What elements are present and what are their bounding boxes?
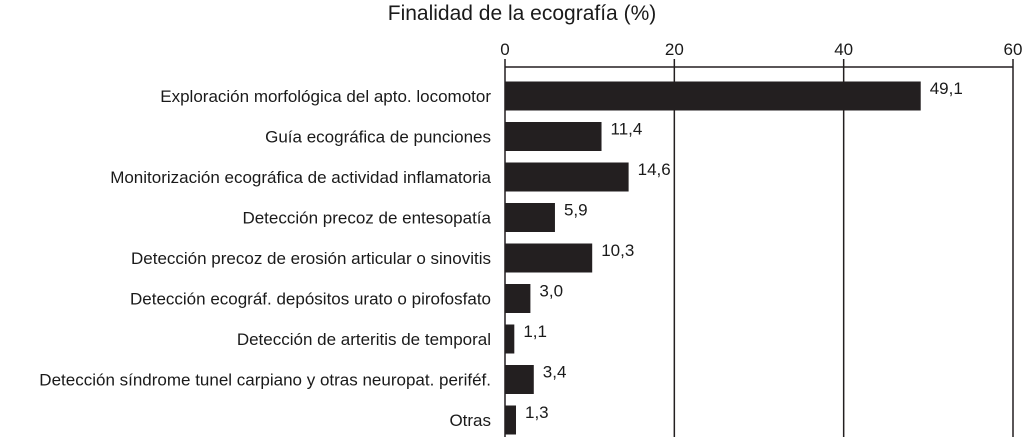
category-label: Detección ecográf. depósitos urato o pir… (130, 290, 491, 309)
bar (505, 324, 515, 354)
tick-label: 0 (500, 40, 509, 59)
bars (505, 81, 921, 435)
value-label: 3,0 (539, 282, 563, 301)
category-label: Monitorización ecográfica de actividad i… (110, 168, 491, 187)
value-label: 11,4 (611, 120, 643, 139)
tick-label: 40 (834, 40, 853, 59)
category-label: Detección precoz de erosión articular o … (131, 249, 491, 268)
category-label: Detección de arteritis de temporal (237, 330, 491, 349)
value-label: 49,1 (930, 79, 963, 98)
bar (505, 405, 517, 435)
bar (505, 81, 921, 111)
category-label: Otras (449, 411, 491, 430)
value-label: 1,3 (525, 403, 549, 422)
bar (505, 162, 629, 192)
bar (505, 243, 593, 273)
value-label: 10,3 (601, 241, 634, 260)
category-label: Guía ecográfica de punciones (265, 128, 491, 147)
bar (505, 122, 602, 151)
bar (505, 365, 534, 394)
labels: Exploración morfológica del apto. locomo… (39, 79, 963, 430)
category-label: Exploración morfológica del apto. locomo… (160, 87, 491, 106)
tick-label: 20 (665, 40, 684, 59)
chart-title: Finalidad de la ecografía (%) (387, 2, 657, 25)
value-label: 3,4 (543, 363, 567, 382)
category-label: Detección precoz de entesopatía (242, 209, 491, 228)
value-label: 1,1 (523, 322, 547, 341)
bar (505, 284, 531, 313)
tick-label: 60 (1004, 40, 1023, 59)
value-label: 5,9 (564, 201, 588, 220)
bar (505, 203, 555, 232)
value-label: 14,6 (638, 160, 671, 179)
x-axis: 0 20 40 60 (500, 40, 1023, 68)
category-label: Detección síndrome tunel carpiano y otra… (39, 371, 491, 390)
